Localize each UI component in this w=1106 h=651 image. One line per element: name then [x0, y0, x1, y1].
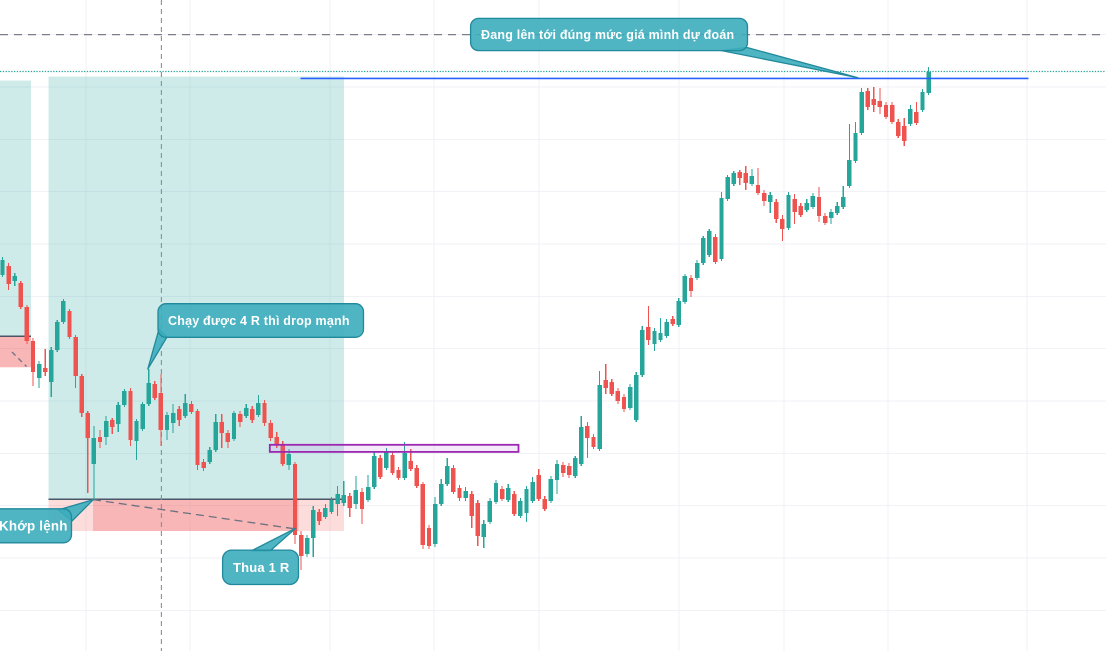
svg-text:Thua 1 R: Thua 1 R [233, 560, 290, 575]
svg-text:Chạy được 4 R thì drop mạnh: Chạy được 4 R thì drop mạnh [168, 314, 350, 328]
svg-text:Khớp lệnh: Khớp lệnh [0, 519, 68, 534]
svg-text:Đang lên tới đúng mức giá mình: Đang lên tới đúng mức giá mình dự đoán [481, 28, 734, 42]
